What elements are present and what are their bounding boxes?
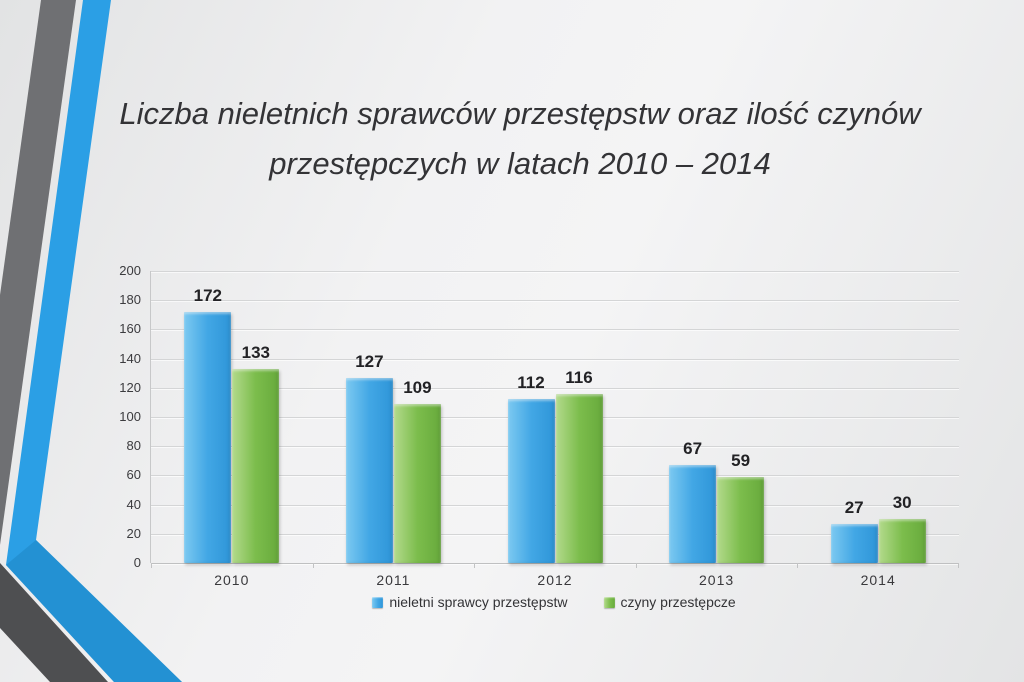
bar-value-label: 109 <box>403 377 432 397</box>
y-axis-tick-label: 160 <box>119 321 141 337</box>
y-axis-tick-label: 60 <box>126 467 141 483</box>
bar-value-label: 116 <box>565 367 593 387</box>
axis-tick <box>635 563 637 568</box>
plot-area: 0 20 40 60 80 100 120 140 160 180 200 172 133 2010 127… <box>119 263 959 588</box>
gridline <box>151 271 959 272</box>
axis-tick <box>797 563 799 568</box>
legend-label: czyny przestępcze <box>620 594 736 610</box>
bar-value-label: 59 <box>731 450 751 470</box>
legend-item: nieletni sprawcy przestępstw <box>372 594 568 610</box>
bar <box>830 523 878 563</box>
gridline <box>151 563 959 564</box>
stripe-gray-diagonal <box>0 563 108 682</box>
x-axis-category-label: 2011 <box>376 572 411 588</box>
stripe-gray-top <box>0 0 76 545</box>
legend-label: nieletni sprawcy przestępstw <box>389 594 568 610</box>
bar <box>184 311 232 563</box>
y-axis-tick-label: 100 <box>119 409 141 424</box>
bar-value-label: 172 <box>193 285 222 305</box>
axis-tick <box>312 563 314 568</box>
bar <box>717 476 765 563</box>
bar <box>669 465 717 563</box>
y-axis-tick-label: 20 <box>126 525 141 541</box>
y-axis-tick-label: 140 <box>119 350 141 366</box>
bar <box>555 393 603 563</box>
legend-swatch <box>603 596 615 608</box>
x-axis-category-label: 2010 <box>214 572 250 588</box>
gridline <box>151 417 959 418</box>
bar <box>393 403 441 563</box>
chart-legend: nieletni sprawcy przestępstw czyny przest… <box>150 594 958 610</box>
y-axis-tick-label: 120 <box>119 379 141 395</box>
y-axis-tick-label: 0 <box>133 555 141 570</box>
axis-tick <box>474 563 476 568</box>
bar <box>878 519 926 563</box>
x-axis-category-label: 2014 <box>860 572 896 588</box>
gridline <box>151 329 959 331</box>
gridline <box>151 387 959 389</box>
slide-title: Liczba nieletnich sprawców przestępstw o… <box>119 95 921 181</box>
bar-value-label: 67 <box>683 439 703 459</box>
bar-value-label: 112 <box>517 373 545 393</box>
y-axis-tick-label: 200 <box>119 263 141 278</box>
bar-value-label: 127 <box>355 351 384 371</box>
gridline <box>151 300 959 302</box>
axis-tick <box>958 563 959 568</box>
bar-value-label: 133 <box>241 342 270 362</box>
bar <box>345 377 393 563</box>
bar-value-label: 27 <box>844 497 864 517</box>
gridline <box>151 504 959 506</box>
gridline <box>151 533 959 535</box>
gridline <box>151 358 959 360</box>
bar <box>232 368 280 563</box>
gridline <box>151 446 959 448</box>
legend-swatch <box>372 596 384 608</box>
y-axis-tick-label: 180 <box>119 292 141 308</box>
gridline <box>151 475 959 477</box>
bar <box>507 399 555 563</box>
y-axis-tick-label: 80 <box>126 438 141 454</box>
x-axis-category-label: 2013 <box>699 572 735 588</box>
axis-tick <box>151 563 152 568</box>
bar-value-label: 30 <box>892 493 912 513</box>
x-axis-category-label: 2012 <box>537 572 573 588</box>
y-axis-tick-label: 40 <box>126 496 141 512</box>
legend-item: czyny przestępcze <box>603 594 736 610</box>
